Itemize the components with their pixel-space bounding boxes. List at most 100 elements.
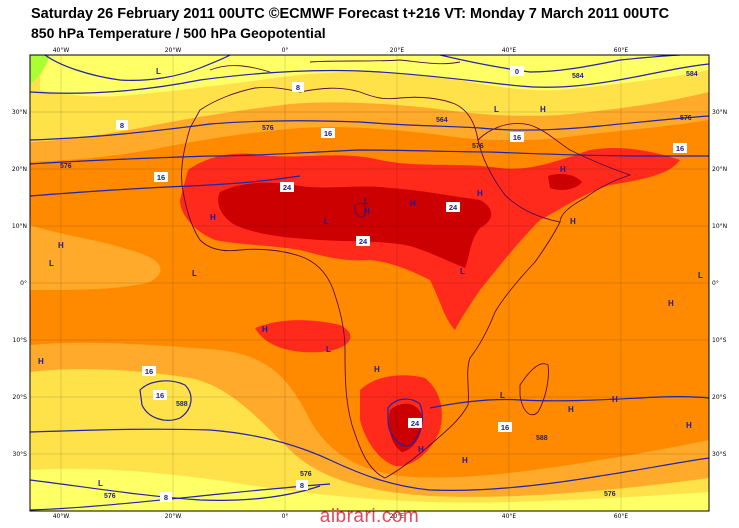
svg-text:L: L — [494, 105, 499, 114]
svg-text:20°N: 20°N — [12, 166, 27, 173]
svg-text:24: 24 — [449, 203, 458, 212]
svg-text:20°W: 20°W — [165, 47, 182, 54]
axis-labels: 40°W 20°W 0° 20°E 40°E 60°E 40°W 20°W 0°… — [12, 47, 727, 520]
svg-text:16: 16 — [513, 133, 521, 142]
temperature-band-red-central — [255, 320, 351, 353]
svg-text:L: L — [698, 271, 703, 280]
temperature-band-dark-red-sahara — [218, 182, 492, 268]
temp-label-1: 8 — [292, 82, 304, 92]
svg-text:10°N: 10°N — [712, 223, 727, 230]
svg-text:10°N: 10°N — [12, 223, 27, 230]
temperature-band-green-edge — [30, 55, 50, 84]
temperature-band-light-orange-west — [30, 225, 161, 290]
svg-text:H: H — [462, 456, 468, 465]
graticule — [30, 55, 709, 511]
temp-label-4: 16 — [510, 132, 524, 142]
temp-label-2: 8 — [116, 120, 128, 130]
svg-text:H: H — [262, 325, 268, 334]
svg-text:16: 16 — [324, 129, 332, 138]
svg-text:576: 576 — [604, 491, 616, 498]
temp-label-8: 24 — [356, 236, 370, 246]
svg-text:40°E: 40°E — [502, 513, 517, 520]
svg-text:L: L — [500, 391, 505, 400]
svg-text:8: 8 — [296, 83, 300, 92]
svg-text:24: 24 — [411, 419, 420, 428]
svg-text:H: H — [374, 365, 380, 374]
temperature-band-dark-red-arabia — [548, 174, 582, 190]
svg-text:H: H — [210, 213, 216, 222]
svg-text:8: 8 — [164, 493, 168, 502]
svg-text:16: 16 — [145, 367, 153, 376]
svg-text:20°S: 20°S — [712, 394, 727, 401]
svg-text:H: H — [364, 207, 370, 216]
temp-label-10: 16 — [153, 390, 167, 400]
svg-text:10°S: 10°S — [712, 337, 727, 344]
svg-text:0°: 0° — [282, 513, 289, 520]
svg-text:H: H — [668, 299, 674, 308]
svg-text:0: 0 — [515, 67, 519, 76]
svg-text:60°E: 60°E — [614, 513, 629, 520]
svg-text:16: 16 — [156, 391, 164, 400]
svg-text:30°S: 30°S — [13, 451, 28, 458]
svg-text:H: H — [38, 357, 44, 366]
watermark: albrari.com — [319, 506, 420, 527]
svg-text:30°N: 30°N — [12, 109, 27, 116]
temperature-band-dark-red-south — [388, 403, 423, 452]
svg-text:H: H — [410, 199, 416, 208]
svg-text:576: 576 — [472, 143, 484, 150]
temp-label-11: 8 — [296, 480, 308, 490]
svg-text:H: H — [477, 189, 483, 198]
svg-text:0°: 0° — [20, 280, 27, 287]
svg-text:30°S: 30°S — [712, 451, 727, 458]
temp-label-6: 24 — [280, 182, 294, 192]
temperature-labels: 0 8 8 16 16 16 24 24 24 16 16 8 8 24 16 … — [116, 66, 687, 502]
svg-text:L: L — [98, 479, 103, 488]
temp-label-3: 16 — [321, 128, 335, 138]
svg-text:16: 16 — [501, 423, 509, 432]
svg-text:40°W: 40°W — [53, 513, 70, 520]
svg-text:H: H — [540, 105, 546, 114]
svg-text:576: 576 — [104, 493, 116, 500]
svg-text:576: 576 — [60, 163, 72, 170]
temp-label-15: 16 — [673, 143, 687, 153]
temp-label-12: 8 — [160, 492, 172, 502]
svg-text:H: H — [686, 421, 692, 430]
svg-text:20°E: 20°E — [390, 513, 405, 520]
svg-text:H: H — [58, 241, 64, 250]
svg-text:40°E: 40°E — [502, 47, 517, 54]
svg-text:H: H — [570, 217, 576, 226]
svg-text:H: H — [612, 395, 618, 404]
svg-text:0°: 0° — [712, 280, 719, 287]
map-subtitle: 850 hPa Temperature / 500 hPa Geopotenti… — [31, 25, 326, 41]
svg-text:20°N: 20°N — [712, 166, 727, 173]
pressure-centres: L H L H L H L H L L H H L H H H L H H H … — [38, 67, 703, 488]
svg-text:576: 576 — [680, 115, 692, 122]
svg-text:H: H — [418, 445, 424, 454]
temp-label-13: 24 — [408, 418, 422, 428]
svg-text:588: 588 — [536, 435, 548, 442]
svg-text:24: 24 — [359, 237, 368, 246]
temperature-band-yellow-south — [30, 369, 709, 511]
svg-text:0°: 0° — [282, 47, 289, 54]
svg-text:20°E: 20°E — [390, 47, 405, 54]
temp-label-0: 0 — [510, 66, 524, 76]
svg-text:L: L — [364, 197, 369, 206]
svg-text:L: L — [324, 217, 329, 226]
contour-labels: 584 576 576 564 576 588 588 576 576 584 … — [60, 71, 698, 500]
svg-text:H: H — [568, 405, 574, 414]
svg-text:L: L — [49, 259, 54, 268]
temp-label-5: 16 — [154, 172, 168, 182]
svg-text:8: 8 — [300, 481, 304, 490]
temp-label-14: 16 — [498, 422, 512, 432]
svg-text:10°S: 10°S — [13, 337, 28, 344]
svg-text:H: H — [560, 165, 566, 174]
svg-text:588: 588 — [176, 401, 188, 408]
svg-text:L: L — [326, 345, 331, 354]
svg-text:40°W: 40°W — [53, 47, 70, 54]
svg-text:20°S: 20°S — [13, 394, 28, 401]
svg-text:16: 16 — [157, 173, 165, 182]
svg-text:16: 16 — [676, 144, 684, 153]
temp-label-7: 24 — [446, 202, 460, 212]
map-title: Saturday 26 February 2011 00UTC ©ECMWF F… — [31, 6, 670, 22]
